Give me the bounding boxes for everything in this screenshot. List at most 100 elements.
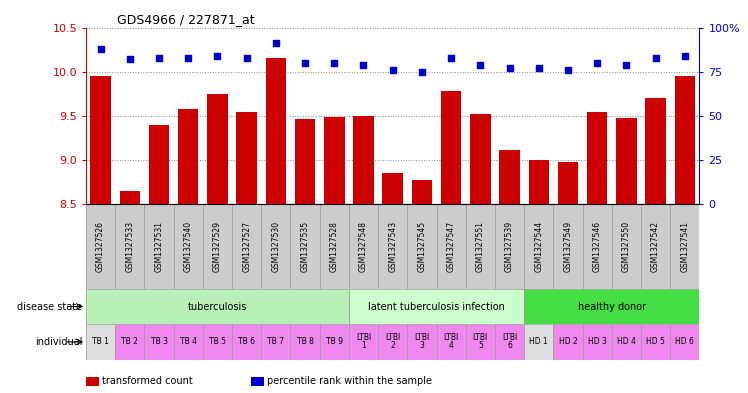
Text: GSM1327547: GSM1327547 xyxy=(447,221,456,272)
Text: GSM1327542: GSM1327542 xyxy=(651,221,660,272)
Text: TB 1: TB 1 xyxy=(92,338,109,346)
Text: GSM1327528: GSM1327528 xyxy=(330,221,339,272)
Text: GSM1327527: GSM1327527 xyxy=(242,221,251,272)
Bar xyxy=(266,59,286,204)
Bar xyxy=(646,98,666,204)
Bar xyxy=(86,289,349,324)
Text: LTBI
4: LTBI 4 xyxy=(444,333,459,351)
Bar xyxy=(495,204,524,289)
Bar xyxy=(353,116,374,204)
Text: GSM1327530: GSM1327530 xyxy=(272,221,280,272)
Point xyxy=(503,65,515,71)
Bar xyxy=(91,76,111,204)
Bar xyxy=(587,112,607,204)
Text: GDS4966 / 227871_at: GDS4966 / 227871_at xyxy=(117,13,254,26)
Bar xyxy=(524,289,699,324)
Point xyxy=(270,40,282,47)
Bar xyxy=(290,324,319,360)
Bar xyxy=(466,324,495,360)
Bar xyxy=(324,117,345,204)
Text: GSM1327529: GSM1327529 xyxy=(213,221,222,272)
Text: TB 8: TB 8 xyxy=(297,338,313,346)
Text: healthy donor: healthy donor xyxy=(577,301,646,312)
Bar xyxy=(378,324,408,360)
Bar xyxy=(382,173,403,204)
Text: LTBI
1: LTBI 1 xyxy=(356,333,371,351)
Text: GSM1327546: GSM1327546 xyxy=(592,221,601,272)
Text: HD 1: HD 1 xyxy=(530,338,548,346)
Text: latent tuberculosis infection: latent tuberculosis infection xyxy=(368,301,505,312)
Bar xyxy=(583,204,612,289)
Text: GSM1327548: GSM1327548 xyxy=(359,221,368,272)
Text: TB 5: TB 5 xyxy=(209,338,226,346)
Text: GSM1327550: GSM1327550 xyxy=(622,221,631,272)
Point xyxy=(474,61,486,68)
Text: GSM1327549: GSM1327549 xyxy=(563,221,572,272)
Bar xyxy=(178,109,198,204)
Bar xyxy=(86,204,115,289)
Point xyxy=(620,61,632,68)
Bar xyxy=(670,324,699,360)
Bar xyxy=(261,324,290,360)
Bar xyxy=(524,204,554,289)
Text: percentile rank within the sample: percentile rank within the sample xyxy=(267,376,432,386)
Bar xyxy=(554,324,583,360)
Bar xyxy=(408,324,437,360)
Text: LTBI
3: LTBI 3 xyxy=(414,333,429,351)
Bar xyxy=(675,76,695,204)
Point xyxy=(153,54,165,61)
Point xyxy=(533,65,545,71)
Bar xyxy=(437,204,466,289)
Bar xyxy=(524,324,554,360)
Text: GSM1327539: GSM1327539 xyxy=(505,221,514,272)
Bar xyxy=(495,324,524,360)
Bar xyxy=(115,324,144,360)
Bar xyxy=(207,94,227,204)
Text: GSM1327531: GSM1327531 xyxy=(155,221,164,272)
Bar xyxy=(149,125,169,204)
Text: LTBI
5: LTBI 5 xyxy=(473,333,488,351)
Bar xyxy=(470,114,491,204)
Text: GSM1327540: GSM1327540 xyxy=(184,221,193,272)
Bar xyxy=(437,324,466,360)
Bar xyxy=(261,204,290,289)
Point xyxy=(416,68,428,75)
Bar xyxy=(295,119,316,204)
Point xyxy=(328,60,340,66)
Text: TB 4: TB 4 xyxy=(180,338,197,346)
Text: disease state: disease state xyxy=(17,301,82,312)
Bar xyxy=(349,204,378,289)
Text: TB 9: TB 9 xyxy=(326,338,343,346)
Text: TB 6: TB 6 xyxy=(238,338,255,346)
Bar xyxy=(378,204,408,289)
Point xyxy=(649,54,661,61)
Point xyxy=(678,53,690,59)
Bar xyxy=(232,204,261,289)
Point xyxy=(387,67,399,73)
Text: GSM1327533: GSM1327533 xyxy=(126,221,135,272)
Text: HD 5: HD 5 xyxy=(646,338,665,346)
Text: TB 3: TB 3 xyxy=(150,338,168,346)
Bar xyxy=(349,289,524,324)
Text: GSM1327535: GSM1327535 xyxy=(301,221,310,272)
Bar xyxy=(86,324,115,360)
Bar xyxy=(203,204,232,289)
Point xyxy=(445,54,457,61)
Bar xyxy=(290,204,319,289)
Bar xyxy=(466,204,495,289)
Point xyxy=(212,53,224,59)
Bar xyxy=(554,204,583,289)
Text: HD 6: HD 6 xyxy=(675,338,694,346)
Point xyxy=(358,61,370,68)
Bar xyxy=(500,151,520,204)
Text: LTBI
6: LTBI 6 xyxy=(502,333,517,351)
Text: HD 3: HD 3 xyxy=(588,338,607,346)
Point xyxy=(241,54,253,61)
Bar xyxy=(232,324,261,360)
Text: TB 7: TB 7 xyxy=(267,338,284,346)
Bar xyxy=(616,118,637,204)
Bar xyxy=(583,324,612,360)
Bar xyxy=(529,160,549,204)
Bar xyxy=(115,204,144,289)
Bar xyxy=(558,162,578,204)
